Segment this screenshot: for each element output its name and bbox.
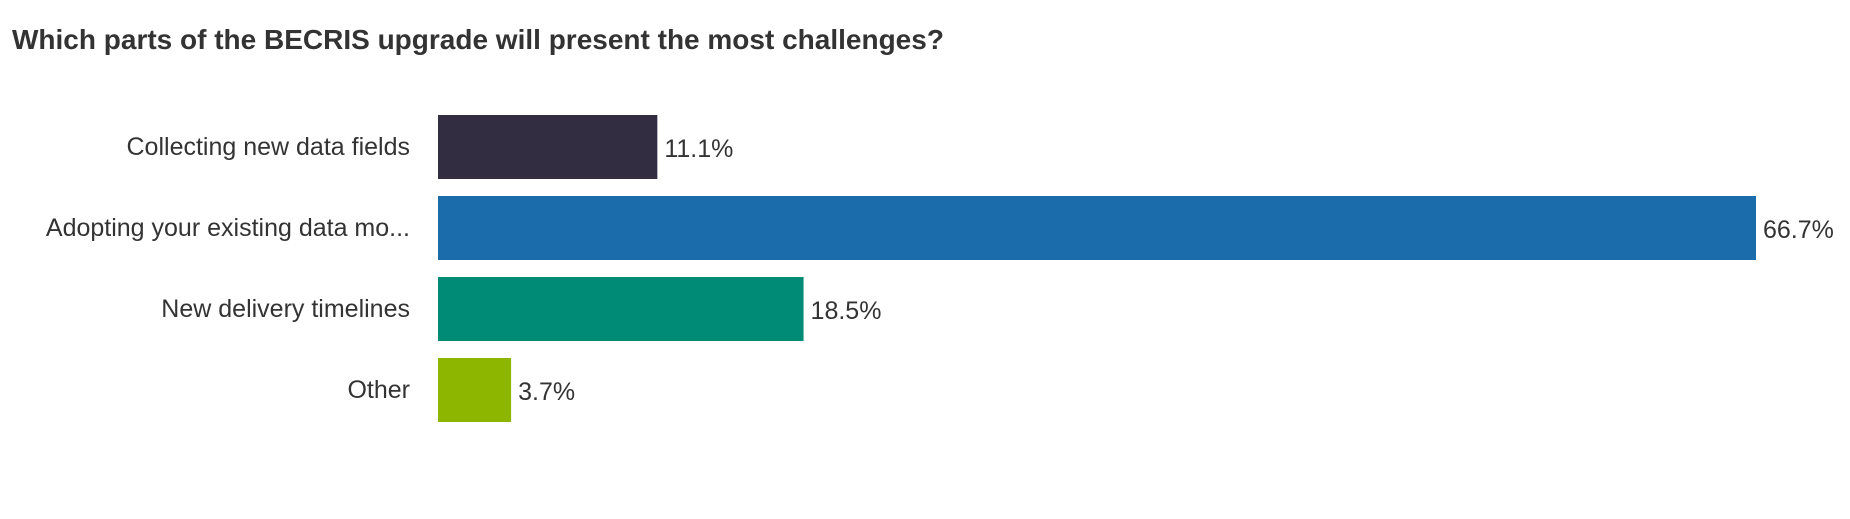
bar-1 bbox=[438, 115, 658, 179]
category-labels: Collecting new data fields Adopting your … bbox=[46, 133, 410, 404]
category-label-1: Collecting new data fields bbox=[127, 133, 411, 161]
bars-group bbox=[438, 115, 1756, 422]
value-label-4: 3.7% bbox=[518, 378, 575, 406]
value-labels: 11.1% 66.7% 18.5% 3.7% bbox=[518, 135, 1834, 406]
category-label-4: Other bbox=[347, 376, 410, 404]
bar-2 bbox=[438, 196, 1756, 260]
value-label-3: 18.5% bbox=[811, 297, 882, 325]
value-label-1: 11.1% bbox=[664, 135, 733, 163]
category-label-3: New delivery timelines bbox=[161, 295, 410, 323]
chart-title: Which parts of the BECRIS upgrade will p… bbox=[12, 24, 944, 55]
bar-3 bbox=[438, 277, 804, 341]
category-label-2: Adopting your existing data mo... bbox=[46, 214, 410, 242]
bar-4 bbox=[438, 358, 512, 422]
value-label-2: 66.7% bbox=[1763, 216, 1834, 244]
